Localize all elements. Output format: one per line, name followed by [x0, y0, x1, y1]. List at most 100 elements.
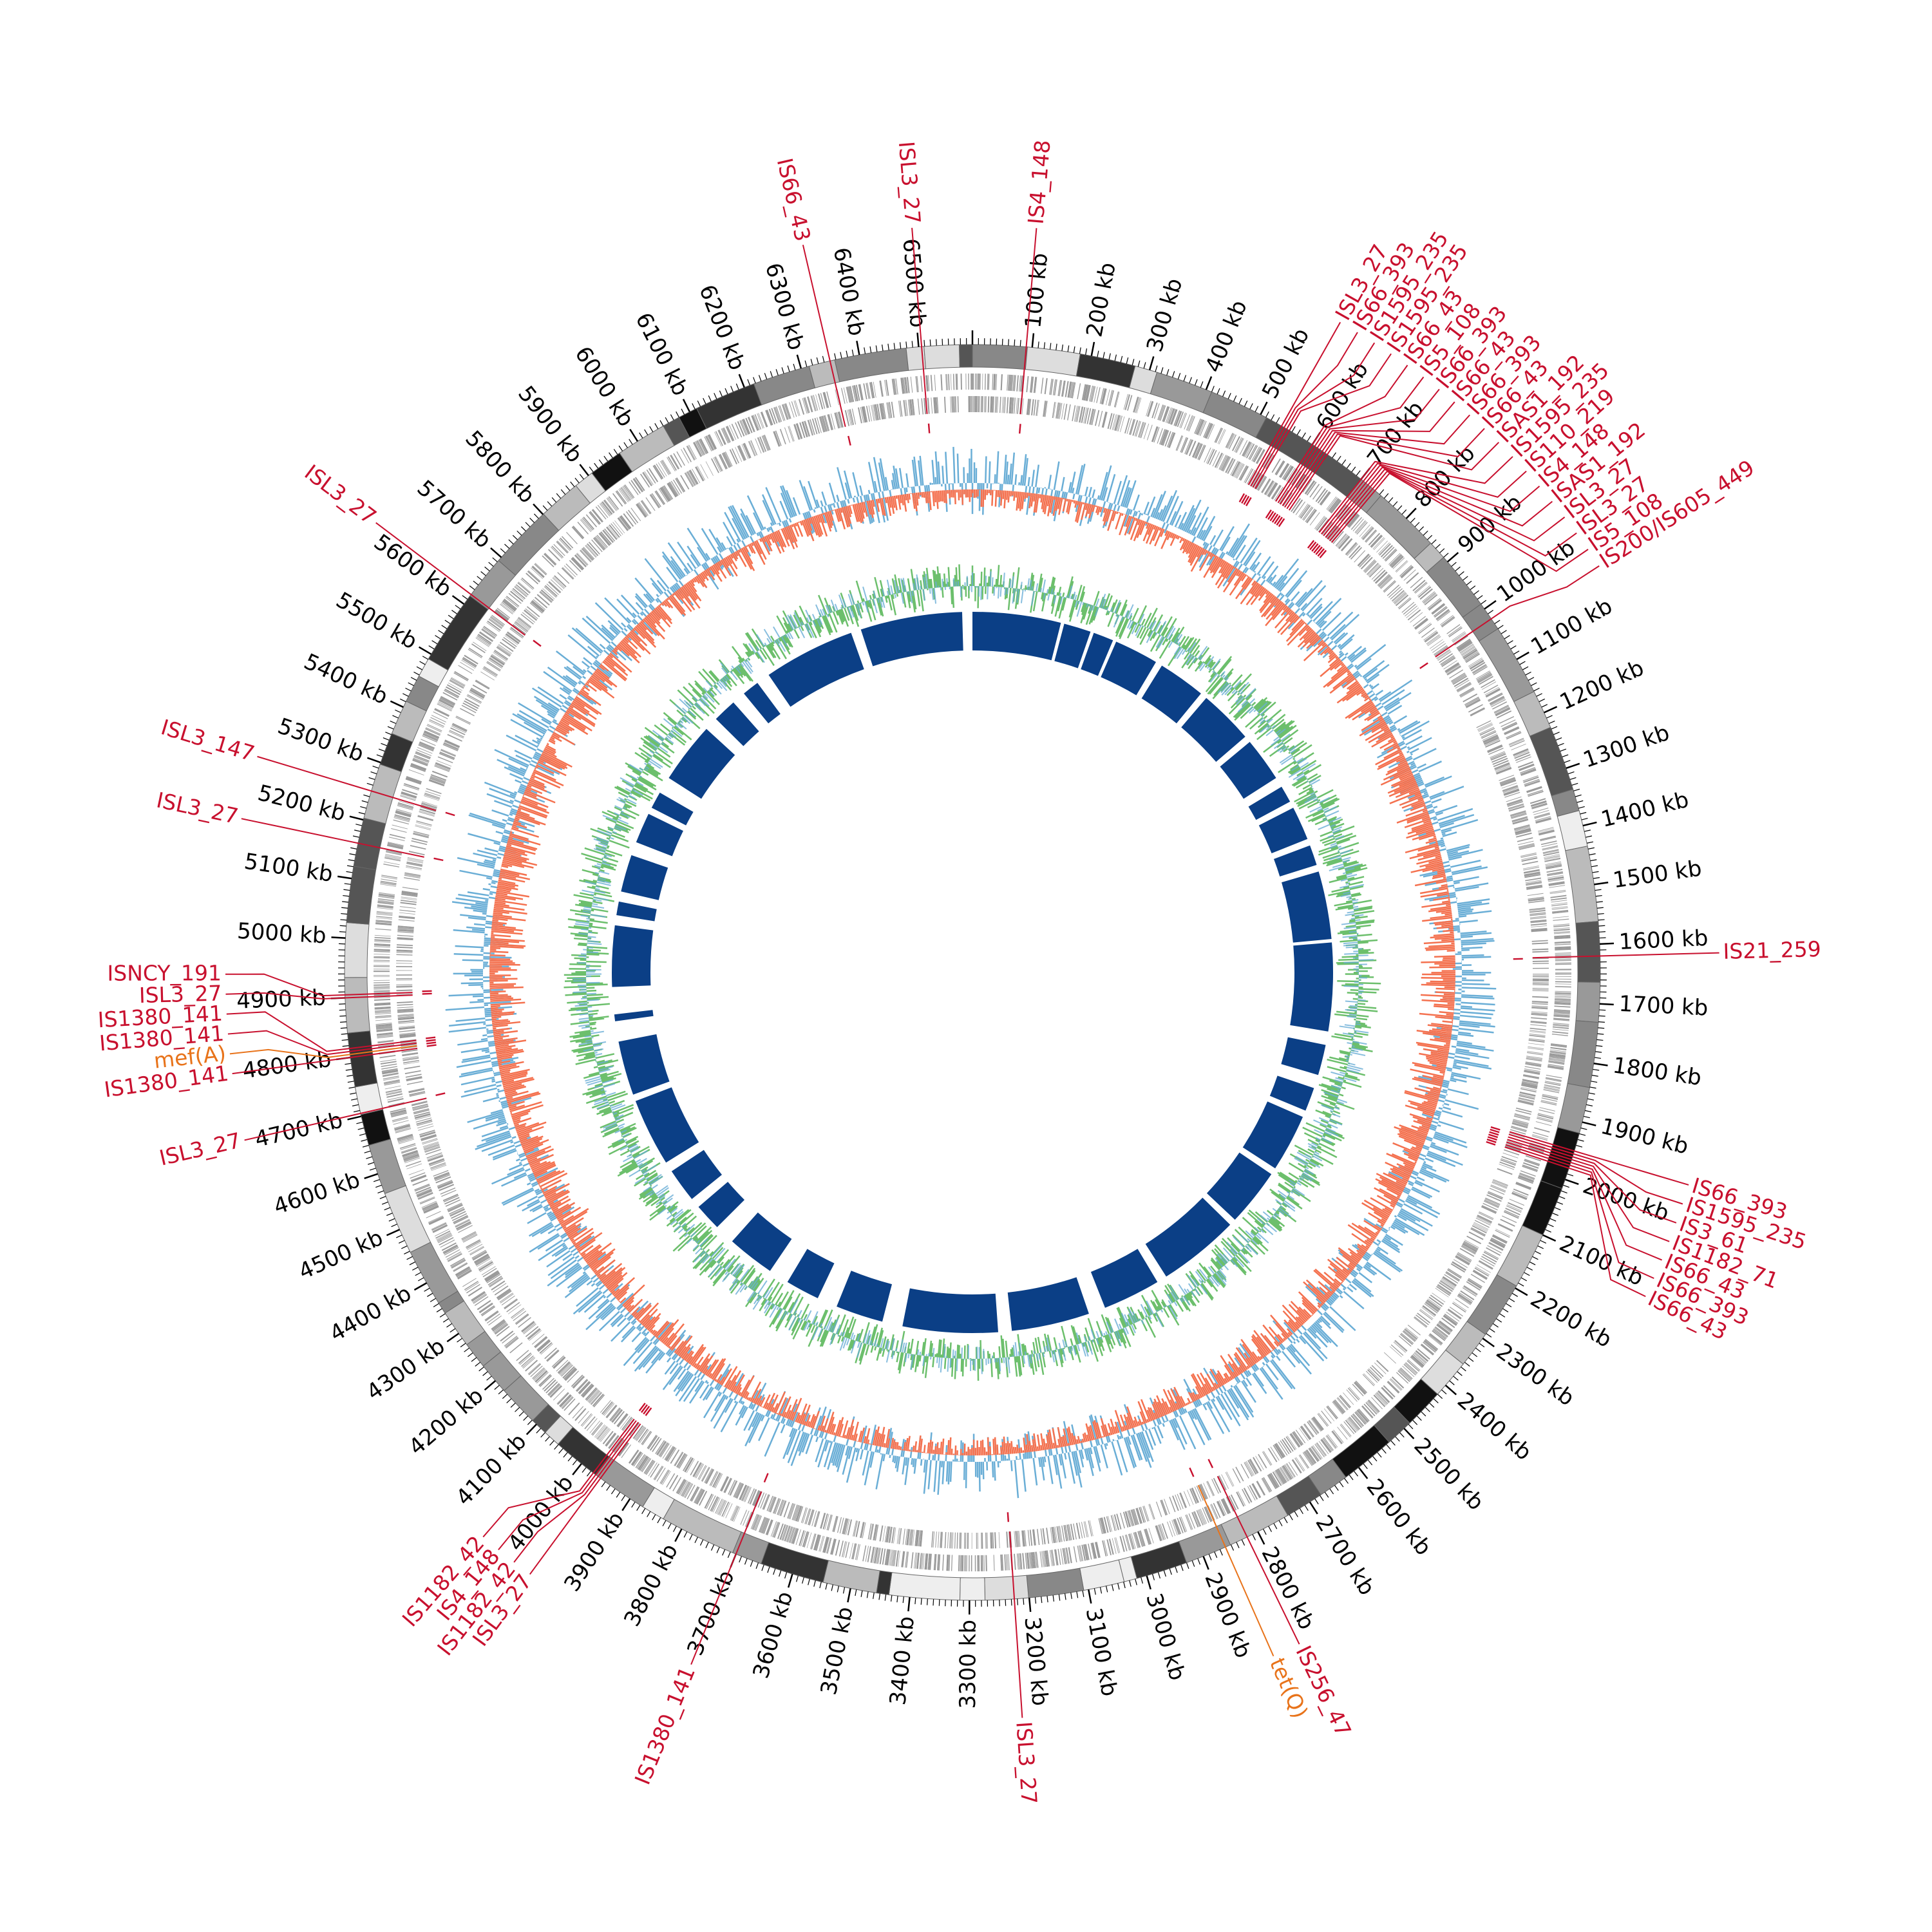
cds-feature [927, 1553, 930, 1570]
cds-feature [1484, 739, 1500, 746]
cds-feature [1232, 462, 1241, 477]
cds-feature [521, 577, 535, 589]
minor-tick [673, 1526, 677, 1532]
minor-tick [1511, 1293, 1519, 1297]
minor-tick [498, 1389, 504, 1395]
cds-feature [434, 765, 450, 772]
cds-feature [571, 1374, 583, 1387]
cds-feature [985, 396, 987, 413]
cds-feature [1432, 603, 1446, 615]
cds-feature [731, 1506, 739, 1521]
cds-feature [1457, 1253, 1472, 1262]
cds-feature [1249, 1459, 1258, 1474]
cds-feature [879, 381, 884, 397]
cds-feature [768, 1496, 775, 1512]
cds-feature [486, 662, 500, 672]
cds-feature [1548, 1061, 1565, 1065]
cds-feature [1180, 1516, 1188, 1532]
cds-feature [417, 1192, 433, 1200]
cds-feature [811, 395, 817, 412]
cds-feature [412, 1179, 428, 1186]
cds-feature [446, 686, 460, 696]
cds-feature [1403, 1330, 1416, 1341]
cds-feature [950, 374, 952, 390]
cds-feature [1555, 952, 1571, 954]
cds-feature [1180, 437, 1187, 453]
cds-feature [512, 623, 526, 635]
blast-hit-24 [671, 1150, 723, 1199]
cds-feature [1199, 421, 1207, 437]
cds-feature [689, 469, 699, 484]
cds-feature [1429, 1333, 1443, 1345]
cds-feature [691, 1486, 700, 1502]
cds-feature [602, 529, 614, 544]
cds-feature [1540, 1099, 1557, 1104]
tick-label-4600: 4600 kb [270, 1167, 363, 1220]
cds-feature [696, 440, 705, 455]
cds-feature [1052, 379, 1056, 395]
cds-feature [1549, 1056, 1566, 1060]
cds-feature [1501, 782, 1517, 789]
cds-feature [561, 567, 574, 580]
cds-feature [721, 453, 730, 468]
cds-feature [374, 976, 390, 978]
cds-feature [1522, 1075, 1539, 1079]
minor-tick [1583, 1115, 1590, 1119]
cds-feature [1514, 1114, 1530, 1119]
cds-feature [377, 898, 394, 902]
cds-feature [380, 1059, 397, 1063]
cds-feature [521, 1321, 535, 1332]
annotation-leader [1277, 376, 1425, 504]
cds-feature [424, 1146, 440, 1153]
minor-tick [1524, 1272, 1530, 1276]
cds-feature [680, 475, 690, 490]
cds-feature [1131, 1509, 1137, 1526]
cds-feature [431, 1222, 446, 1230]
cds-feature [1554, 1001, 1571, 1005]
minor-tick [409, 1261, 416, 1265]
minor-tick [1545, 1229, 1551, 1233]
cds-feature [1526, 887, 1543, 890]
cds-feature [1532, 996, 1549, 998]
cds-feature [1117, 415, 1122, 431]
tick-label-300: 300 kb [1142, 276, 1188, 355]
cds-feature [1522, 1166, 1538, 1172]
minor-tick [621, 1495, 625, 1501]
cds-feature [437, 1181, 453, 1189]
cds-feature [701, 438, 709, 453]
major-tick [1566, 762, 1580, 770]
annotation-leader [1019, 228, 1037, 415]
cds-feature [659, 1469, 669, 1484]
cds-feature [1443, 1276, 1457, 1286]
cds-feature [1459, 688, 1475, 697]
cds-feature [1316, 517, 1327, 531]
cds-feature [542, 555, 554, 567]
cds-feature [789, 402, 795, 418]
cds-feature [947, 1555, 949, 1571]
cds-feature [504, 635, 518, 645]
cds-feature [374, 966, 390, 967]
cds-feature [1542, 1095, 1558, 1100]
cds-feature [1514, 825, 1530, 831]
cds-feature [594, 536, 605, 550]
cds-feature [1519, 1094, 1535, 1099]
cds-feature [1424, 1340, 1437, 1351]
cds-feature [1057, 1549, 1061, 1565]
cds-feature [683, 448, 692, 462]
cds-feature [640, 1457, 650, 1472]
annotation-leader [227, 1030, 417, 1056]
cds-feature [1396, 561, 1408, 573]
cds-feature [1511, 816, 1528, 822]
cds-feature [1113, 391, 1119, 408]
cds-feature [428, 1217, 444, 1226]
cds-feature [1549, 885, 1566, 888]
minor-tick [735, 383, 739, 390]
cds-feature [940, 1531, 943, 1548]
minor-tick [1455, 566, 1461, 572]
cds-feature [861, 406, 866, 423]
cds-feature [1544, 1085, 1560, 1090]
contig-block-42 [888, 1572, 961, 1601]
minor-tick [373, 1179, 380, 1182]
minor-tick [520, 526, 526, 532]
